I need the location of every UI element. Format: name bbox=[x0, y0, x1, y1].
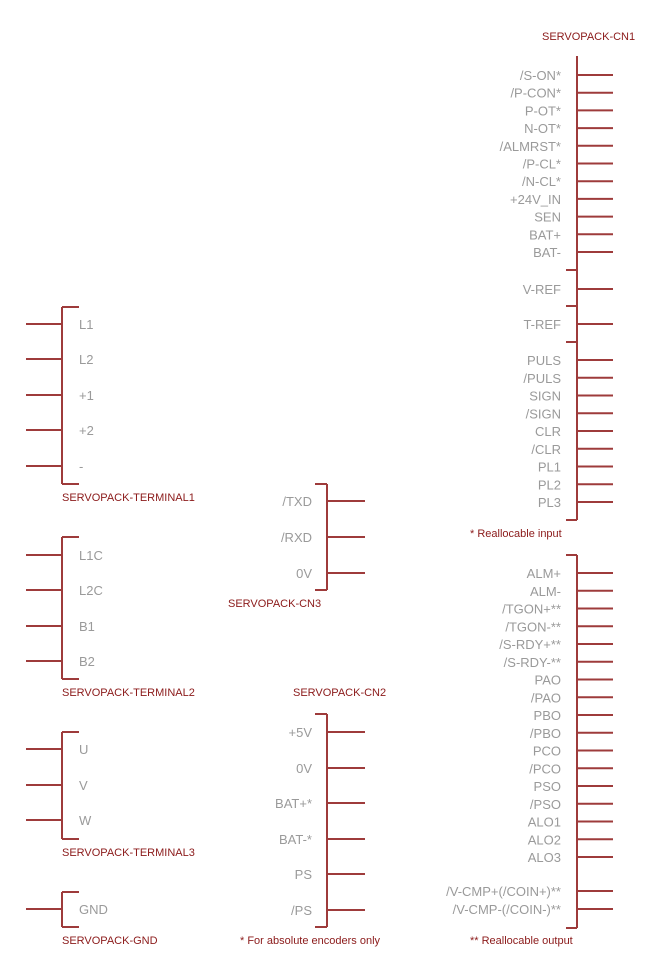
cn1-pin-label-n-cl: /N-CL* bbox=[522, 174, 561, 189]
gnd-part-name: SERVOPACK-GND bbox=[62, 935, 158, 947]
cn1-pin-label-sign: SIGN bbox=[529, 389, 561, 404]
servopack-gnd-symbol[interactable]: GND SERVOPACK-GND bbox=[26, 891, 158, 947]
terminal3-pin-label-v: V bbox=[79, 778, 88, 793]
cn1-pin-label-clr: /CLR bbox=[531, 442, 561, 457]
cn1-out-note: ** Reallocable output bbox=[470, 935, 573, 947]
cn1-pin-label-sen: SEN bbox=[534, 210, 561, 225]
terminal3-pin-group: U V W bbox=[26, 742, 92, 828]
cn3-pin-group: /TXD/RXD 0V bbox=[281, 494, 365, 581]
servopack-cn1-symbol[interactable]: SERVOPACK-CN1 /S-ON* /P-CON* P-OT* N-OT* /AL… bbox=[470, 31, 635, 540]
cn2-note: * For absolute encoders only bbox=[240, 935, 381, 947]
cn1_out-pin-label-alo3: ALO3 bbox=[528, 850, 561, 865]
cn1-pin-group: /S-ON* /P-CON* P-OT* N-OT* /ALMRST* /P-CL* /N-… bbox=[500, 68, 613, 510]
cn1_out-pin-label-s-rdy: /S-RDY-** bbox=[504, 655, 561, 670]
cn2-pin-label-bat: BAT+* bbox=[275, 796, 312, 811]
cn1_out-pin-label-pao: /PAO bbox=[531, 690, 561, 705]
cn1-pin-label-p-cl: /P-CL* bbox=[523, 157, 561, 172]
cn3-part-name: SERVOPACK-CN3 bbox=[228, 598, 321, 610]
terminal2-pin-label-l2c: L2C bbox=[79, 583, 103, 598]
cn2-pin-label-ps: /PS bbox=[291, 903, 312, 918]
cn2-pin-label-0v: 0V bbox=[296, 761, 312, 776]
servopack-cn1-output-symbol[interactable]: ALM+ ALM- /TGON+** /TGON-** /S-RDY+** /S-RDY-… bbox=[446, 554, 613, 947]
cn1_out-pin-label-pco: /PCO bbox=[529, 761, 561, 776]
servopack-cn2-symbol[interactable]: SERVOPACK-CN2 +5V 0V BAT+* BAT-* PS/PS * For… bbox=[240, 687, 386, 947]
terminal2-pin-label-b1: B1 bbox=[79, 619, 95, 634]
cn2-pin-label-bat: BAT-* bbox=[279, 832, 312, 847]
cn1-pin-label-pl3: PL3 bbox=[538, 495, 561, 510]
cn1-pin-label-sign: /SIGN bbox=[526, 406, 561, 421]
cn1-pin-label-bat: BAT+ bbox=[529, 227, 561, 242]
cn3-pin-label-0v: 0V bbox=[296, 566, 312, 581]
cn1_out-pin-label-alm: ALM+ bbox=[527, 566, 561, 581]
cn2-part-name: SERVOPACK-CN2 bbox=[293, 687, 386, 699]
terminal1-pin-label-1: +1 bbox=[79, 388, 94, 403]
cn1-note: * Reallocable input bbox=[470, 528, 562, 540]
cn1_out-pin-label-pbo: /PBO bbox=[530, 726, 561, 741]
terminal2-pin-label-l1c: L1C bbox=[79, 548, 103, 563]
cn1_out-pin-label-alm: ALM- bbox=[530, 584, 561, 599]
cn1-pin-label-pl2: PL2 bbox=[538, 477, 561, 492]
cn1_out-pin-label-pao: PAO bbox=[535, 673, 562, 688]
cn1_out-pin-label-alo2: ALO2 bbox=[528, 832, 561, 847]
terminal1-pin-label-2: +2 bbox=[79, 423, 94, 438]
cn1-pin-label-t-ref: T-REF bbox=[523, 317, 561, 332]
terminal3-pin-label-u: U bbox=[79, 742, 88, 757]
cn1-pin-label-bat: BAT- bbox=[533, 245, 561, 260]
cn1-out-pin-group: ALM+ ALM- /TGON+** /TGON-** /S-RDY+** /S-RDY-… bbox=[446, 566, 613, 917]
cn1-pin-label-v-ref: V-REF bbox=[523, 282, 561, 297]
cn1_out-pin-label-tgon: /TGON+** bbox=[502, 602, 561, 617]
terminal1-part-name: SERVOPACK-TERMINAL1 bbox=[62, 492, 195, 504]
cn1-pin-label-p-ot: P-OT* bbox=[525, 103, 561, 118]
terminal1-pin-label-l2: L2 bbox=[79, 352, 93, 367]
servopack-terminal3-symbol[interactable]: U V W SERVOPACK-TERMINAL3 bbox=[26, 731, 195, 859]
cn1-pin-label-s-on: /S-ON* bbox=[520, 68, 561, 83]
cn1-pin-label-pl1: PL1 bbox=[538, 460, 561, 475]
terminal1-pin-label-l1: L1 bbox=[79, 317, 93, 332]
cn1-part-name: SERVOPACK-CN1 bbox=[542, 31, 635, 43]
cn1-pin-label-puls: PULS bbox=[527, 353, 561, 368]
cn1-pin-label-24v-in: +24V_IN bbox=[510, 192, 561, 207]
terminal2-pin-group: L1C L2C B1 B2 bbox=[26, 548, 103, 669]
cn2-pin-label-ps: PS bbox=[295, 867, 313, 882]
cn1_out-pin-label-pso: /PSO bbox=[530, 797, 561, 812]
gnd-pin-group: GND bbox=[26, 902, 108, 917]
terminal1-pin-group: L1 L2 +1 +2 - bbox=[26, 317, 94, 474]
cn1_out-pin-label-pco: PCO bbox=[533, 744, 561, 759]
terminal2-part-name: SERVOPACK-TERMINAL2 bbox=[62, 687, 195, 699]
cn1-pin-label-clr: CLR bbox=[535, 424, 561, 439]
cn3-pin-label-rxd: /RXD bbox=[281, 530, 312, 545]
cn1_out-pin-label-s-rdy: /S-RDY+** bbox=[499, 637, 561, 652]
cn1_out-pin-label-v-cmp-coin: /V-CMP+(/COIN+)** bbox=[446, 884, 561, 899]
cn1_out-pin-label-pbo: PBO bbox=[534, 708, 561, 723]
cn1-pin-label-p-con: /P-CON* bbox=[510, 86, 561, 101]
cn1_out-pin-label-tgon: /TGON-** bbox=[505, 619, 561, 634]
cn1-pin-label-almrst: /ALMRST* bbox=[500, 139, 561, 154]
cn1-pin-label-puls: /PULS bbox=[523, 371, 561, 386]
servopack-cn3-symbol[interactable]: /TXD/RXD 0V SERVOPACK-CN3 bbox=[228, 483, 365, 610]
cn2-pin-label-5v: +5V bbox=[289, 725, 313, 740]
cn1_out-pin-label-alo1: ALO1 bbox=[528, 815, 561, 830]
servopack-terminal2-symbol[interactable]: L1C L2C B1 B2 SERVOPACK-TERMINAL2 bbox=[26, 536, 195, 699]
cn3-pin-label-txd: /TXD bbox=[282, 494, 312, 509]
cn1_out-pin-label-pso: PSO bbox=[534, 779, 561, 794]
servopack-terminal1-symbol[interactable]: L1 L2 +1 +2 - SERVOPACK-TERMINAL1 bbox=[26, 306, 195, 504]
cn2-pin-group: +5V 0V BAT+* BAT-* PS/PS bbox=[275, 725, 365, 918]
terminal3-part-name: SERVOPACK-TERMINAL3 bbox=[62, 847, 195, 859]
terminal2-pin-label-b2: B2 bbox=[79, 654, 95, 669]
terminal1-pin-label-pin: - bbox=[79, 459, 83, 474]
terminal3-pin-label-w: W bbox=[79, 813, 92, 828]
cn1_out-pin-label-v-cmp-coin: /V-CMP-(/COIN-)** bbox=[453, 902, 561, 917]
cn1-pin-label-n-ot: N-OT* bbox=[524, 121, 561, 136]
gnd-pin-label-gnd: GND bbox=[79, 902, 108, 917]
